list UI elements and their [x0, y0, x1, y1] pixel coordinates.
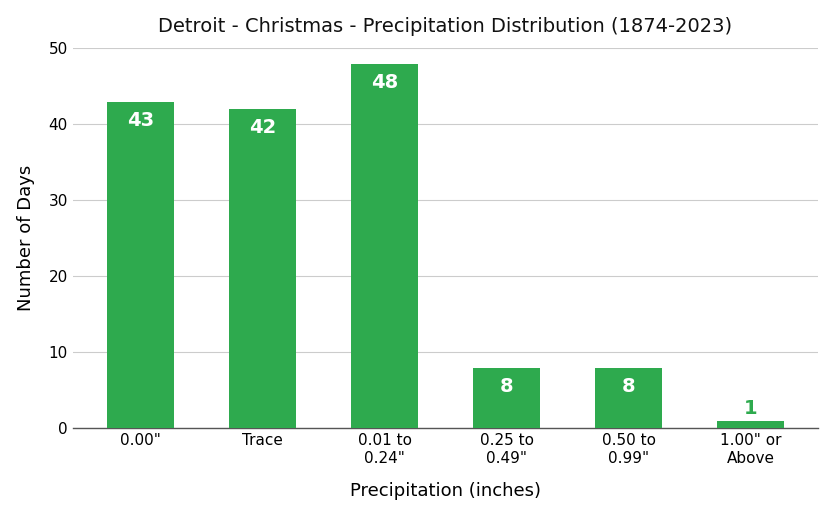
- Text: 8: 8: [622, 377, 635, 396]
- Title: Detroit - Christmas - Precipitation Distribution (1874-2023): Detroit - Christmas - Precipitation Dist…: [159, 17, 732, 36]
- Y-axis label: Number of Days: Number of Days: [17, 165, 35, 312]
- Bar: [229, 109, 296, 429]
- Bar: [717, 421, 784, 429]
- Bar: [107, 101, 174, 429]
- X-axis label: Precipitation (inches): Precipitation (inches): [350, 482, 541, 500]
- Bar: [473, 368, 540, 429]
- Text: 48: 48: [371, 73, 398, 92]
- Bar: [595, 368, 662, 429]
- Text: 42: 42: [249, 118, 276, 138]
- Text: 43: 43: [127, 111, 154, 130]
- Text: 1: 1: [744, 399, 757, 418]
- Text: 8: 8: [500, 377, 514, 396]
- Bar: [351, 64, 418, 429]
